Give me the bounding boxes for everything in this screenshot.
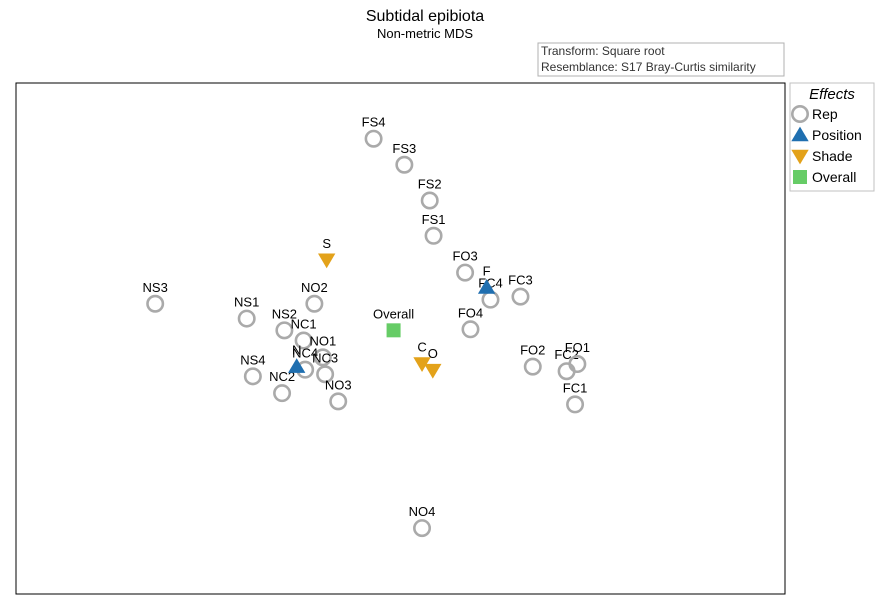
point-fs3 <box>395 155 414 174</box>
point-fc4 <box>481 290 500 309</box>
point-label-fs2: FS2 <box>418 177 442 192</box>
legend-label-shade: Shade <box>812 148 853 164</box>
point-fs1 <box>424 226 443 245</box>
point-label-no3: NO3 <box>325 377 352 392</box>
point-ns3 <box>146 294 165 313</box>
legend: Effects Rep Position Shade Overall <box>789 82 875 192</box>
point-s <box>317 253 336 269</box>
point-label-f: F <box>483 263 491 278</box>
point-label-fo3: FO3 <box>452 249 477 264</box>
point-label-fs1: FS1 <box>422 212 446 227</box>
legend-marker-overall <box>793 170 807 184</box>
point-label-no4: NO4 <box>409 504 436 519</box>
chart-title: Subtidal epibiota <box>366 8 484 25</box>
point-label-ns2: NS2 <box>272 306 297 321</box>
point-label-ns3: NS3 <box>143 280 168 295</box>
point-fc1 <box>566 395 585 414</box>
info-box-frame <box>537 42 785 77</box>
point-label-s: S <box>322 236 331 251</box>
point-label-fc1: FC1 <box>563 380 588 395</box>
point-ns1 <box>237 309 256 328</box>
point-label-nc4: NC4 <box>292 346 318 361</box>
legend-title: Effects <box>809 86 855 103</box>
legend-label-overall: Overall <box>812 169 856 185</box>
legend-label-position: Position <box>812 127 862 143</box>
point-label-fo4: FO4 <box>458 305 483 320</box>
point-label-fs3: FS3 <box>392 141 416 156</box>
point-label-fo1: FO1 <box>565 340 590 355</box>
point-label-overall: Overall <box>373 306 414 321</box>
info-box: Transform: Square root Resemblance: S17 … <box>537 42 785 77</box>
point-no1 <box>313 348 332 367</box>
point-label-nc3: NC3 <box>312 350 338 365</box>
point-fs4 <box>364 129 383 148</box>
point-no4 <box>413 519 432 538</box>
point-label-fc3: FC3 <box>508 273 533 288</box>
point-ns2 <box>275 321 294 340</box>
point-label-nc1: NC1 <box>291 317 317 332</box>
point-ns4 <box>243 367 262 386</box>
legend-marker-shade <box>791 149 809 165</box>
point-fo3 <box>456 263 475 282</box>
point-nc2 <box>273 384 292 403</box>
point-fo4 <box>461 320 480 339</box>
point-nc1 <box>294 331 313 350</box>
point-n <box>288 358 306 373</box>
legend-label-rep: Rep <box>812 106 838 122</box>
point-fc3 <box>511 287 530 306</box>
point-label-c: C <box>417 340 426 355</box>
legend-marker-rep <box>790 105 809 124</box>
point-overall <box>386 323 401 338</box>
point-label-n: N <box>292 343 301 358</box>
point-label-o: O <box>428 346 438 361</box>
legend-marker-position <box>791 126 809 142</box>
point-o <box>424 363 442 379</box>
point-label-no2: NO2 <box>301 280 328 295</box>
point-label-ns4: NS4 <box>240 352 265 367</box>
point-nc3 <box>316 365 335 384</box>
point-c <box>413 357 431 372</box>
point-label-no1: NO1 <box>309 333 336 348</box>
info-transform: Transform: Square root <box>541 44 665 58</box>
chart-subtitle: Non-metric MDS <box>377 26 473 41</box>
info-resemblance: Resemblance: S17 Bray-Curtis similarity <box>541 60 756 74</box>
point-no3 <box>329 392 348 411</box>
point-no2 <box>305 294 324 313</box>
point-fo1 <box>568 355 587 374</box>
point-label-ns1: NS1 <box>234 295 259 310</box>
plot-frame <box>15 82 786 595</box>
point-label-fs4: FS4 <box>362 115 386 130</box>
point-label-nc2: NC2 <box>269 369 295 384</box>
point-f <box>477 279 496 294</box>
point-fo2 <box>523 357 542 376</box>
point-label-fo2: FO2 <box>520 343 545 358</box>
point-fs2 <box>420 191 439 210</box>
